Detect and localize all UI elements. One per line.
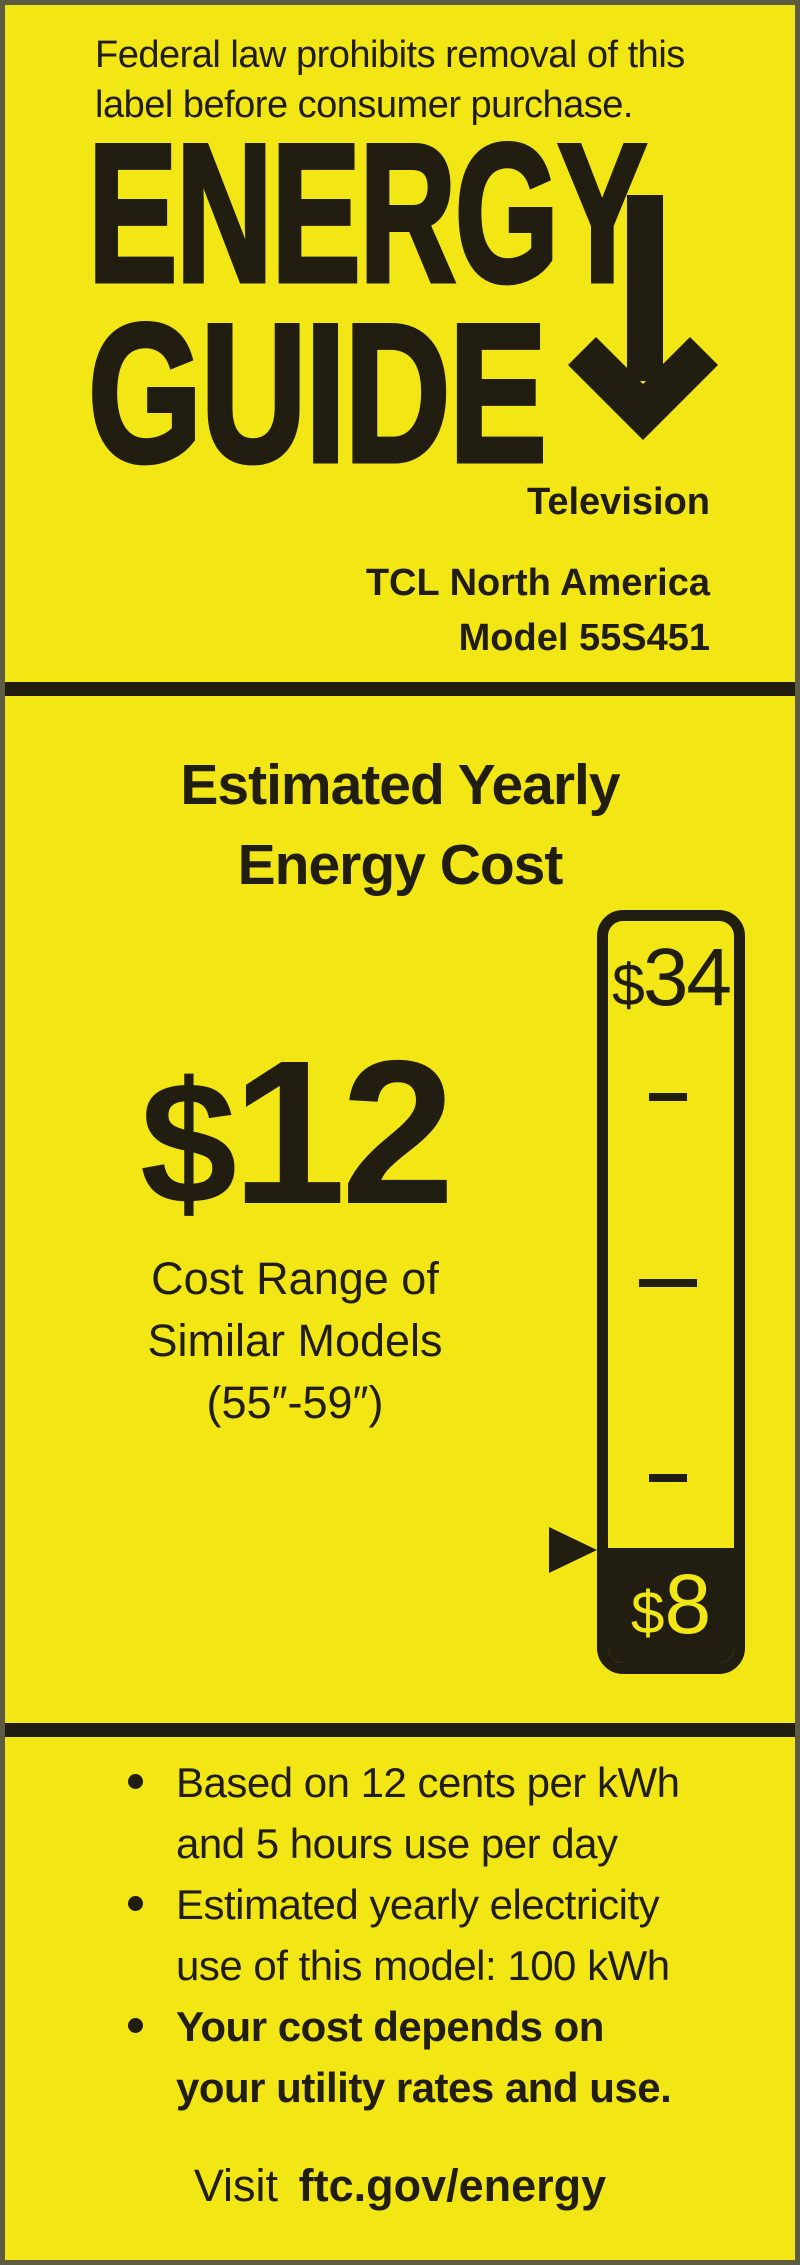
removal-notice-line2: label before consumer purchase. (95, 84, 633, 126)
cost-currency-symbol: $ (140, 1045, 237, 1240)
cost-amount: 12 (231, 1018, 455, 1247)
down-arrow-icon (568, 195, 718, 440)
footnote-item-disclaimer: Your cost depends on your utility rates … (128, 1996, 728, 2118)
estimated-yearly-cost: $12 (55, 1030, 535, 1245)
footnote-disclaimer-line2: your utility rates and use. (176, 2064, 672, 2111)
gauge-max-label: $34 (608, 935, 734, 1028)
manufacturer: TCL North America (365, 562, 710, 604)
logo-guide-text: GUIDE (86, 283, 549, 503)
footnote-list: Based on 12 cents per kWh and 5 hours us… (128, 1752, 728, 2118)
cost-range-gauge: $34 $8 (597, 910, 745, 1674)
removal-notice-line1: Federal law prohibits removal of this (95, 34, 685, 76)
bullet-icon (128, 1774, 143, 1789)
ftc-url: ftc.gov/energy (298, 2160, 607, 2211)
cost-range-line2: Similar Models (147, 1315, 443, 1366)
footnote-usage-line1: Estimated yearly electricity (176, 1881, 660, 1928)
model-number: Model 55S451 (458, 617, 710, 659)
cost-range-line1: Cost Range of (151, 1253, 439, 1304)
footnote-rate-line2: and 5 hours use per day (176, 1820, 618, 1867)
visit-prefix: Visit (193, 2160, 291, 2211)
gauge-max-currency: $ (611, 952, 645, 1018)
bullet-icon (128, 1896, 143, 1911)
removal-notice: Federal law prohibits removal of this la… (95, 30, 685, 130)
gauge-tick-middle (639, 1279, 697, 1287)
bullet-icon (128, 2018, 143, 2033)
cost-pointer-icon (549, 1527, 597, 1573)
cost-range-line3: (55″-59″) (206, 1377, 384, 1428)
heading-line1: Estimated Yearly (180, 753, 620, 817)
logo-energy-text: ENERGY (86, 103, 648, 323)
visit-line: Visit ftc.gov/energy (0, 2160, 800, 2212)
section-heading: Estimated Yearly Energy Cost (0, 745, 800, 905)
cost-range-note: Cost Range of Similar Models (55″-59″) (55, 1248, 535, 1434)
footnote-disclaimer-line1: Your cost depends on (176, 2003, 604, 2050)
gauge-min-amount: 8 (664, 1557, 712, 1651)
heading-line2: Energy Cost (237, 833, 564, 897)
gauge-min-section: $8 (608, 1548, 734, 1663)
footnote-usage-line2: use of this model: 100 kWh (176, 1942, 670, 1989)
gauge-tick-upper (649, 1093, 687, 1101)
section-divider-top (0, 682, 800, 696)
gauge-tick-lower (649, 1474, 687, 1482)
footnote-item-usage: Estimated yearly electricity use of this… (128, 1874, 728, 1996)
footnote-item-rate: Based on 12 cents per kWh and 5 hours us… (128, 1752, 728, 1874)
gauge-min-currency: $ (630, 1578, 665, 1646)
gauge-max-amount: 34 (642, 932, 732, 1023)
section-divider-bottom (0, 1723, 800, 1737)
footnote-rate-line1: Based on 12 cents per kWh (176, 1759, 680, 1806)
product-type: Television (526, 481, 710, 523)
